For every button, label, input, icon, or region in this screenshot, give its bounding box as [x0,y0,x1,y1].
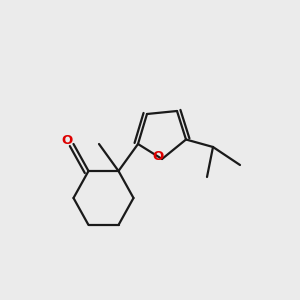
Text: O: O [152,150,164,163]
Text: O: O [62,134,73,147]
